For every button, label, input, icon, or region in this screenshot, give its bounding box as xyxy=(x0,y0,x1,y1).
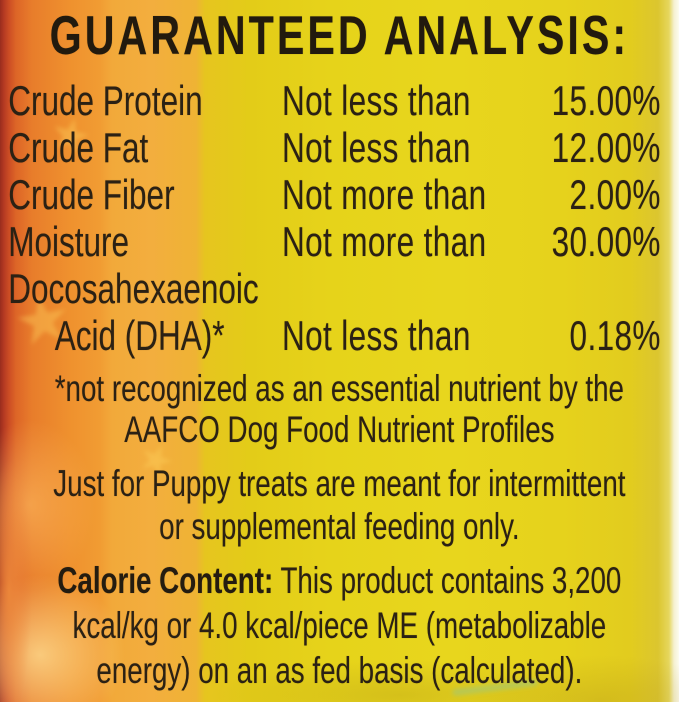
calorie-content-line3: energy) on an as fed basis (calculated). xyxy=(96,650,583,691)
analysis-row-crude-fat: Crude Fat Not less than 12.00% xyxy=(8,124,661,171)
nutrient-name: Crude Protein xyxy=(8,77,203,124)
nutrient-name: Acid (DHA)* xyxy=(54,312,225,359)
analysis-row-moisture: Moisture Not more than 30.00% xyxy=(8,218,661,265)
guaranteed-analysis-table: Crude Protein Not less than 15.00% Crude… xyxy=(8,77,661,359)
guaranteed-analysis-heading: GUARANTEED ANALYSIS: xyxy=(49,4,630,66)
feeding-statement-line2: or supplemental feeding only. xyxy=(159,506,520,547)
guarantee-condition: Not more than xyxy=(282,218,487,265)
analysis-row-crude-protein: Crude Protein Not less than 15.00% xyxy=(8,77,661,124)
nutrient-name: Moisture xyxy=(8,218,130,265)
analysis-row-dha-name-line: Docosahexaenoic xyxy=(8,265,661,312)
guarantee-condition: Not more than xyxy=(282,171,487,218)
dha-footnote-line1: *not recognized as an essential nutrient… xyxy=(54,368,624,409)
calorie-content-line1-rest: This product contains 3,200 xyxy=(280,560,622,601)
guarantee-value: 15.00% xyxy=(551,77,661,124)
guarantee-value: 2.00% xyxy=(569,171,661,218)
guarantee-value: 0.18% xyxy=(569,312,661,359)
nutrient-name: Docosahexaenoic xyxy=(8,265,259,312)
calorie-content-statement: Calorie Content: This product contains 3… xyxy=(0,558,679,693)
guarantee-condition: Not less than xyxy=(282,312,471,359)
guarantee-condition xyxy=(282,265,661,312)
feeding-statement: Just for Puppy treats are meant for inte… xyxy=(0,462,679,548)
dha-footnote: *not recognized as an essential nutrient… xyxy=(0,368,679,450)
guarantee-value: 30.00% xyxy=(551,218,661,265)
feeding-statement-line1: Just for Puppy treats are meant for inte… xyxy=(53,463,626,504)
guarantee-condition: Not less than xyxy=(282,124,471,171)
guarantee-value: 12.00% xyxy=(551,124,661,171)
dha-footnote-line2: AAFCO Dog Food Nutrient Profiles xyxy=(124,409,555,450)
guarantee-condition: Not less than xyxy=(282,77,471,124)
nutrient-name: Crude Fiber xyxy=(8,171,175,218)
analysis-row-dha-value-line: Acid (DHA)* Not less than 0.18% xyxy=(8,312,661,359)
calorie-content-line2: kcal/kg or 4.0 kcal/piece ME (metaboliza… xyxy=(72,605,607,646)
nutrient-name: Crude Fat xyxy=(8,124,149,171)
calorie-content-label: Calorie Content: xyxy=(57,560,274,601)
analysis-row-crude-fiber: Crude Fiber Not more than 2.00% xyxy=(8,171,661,218)
calorie-content-line1: Calorie Content: This product contains 3… xyxy=(0,558,679,603)
